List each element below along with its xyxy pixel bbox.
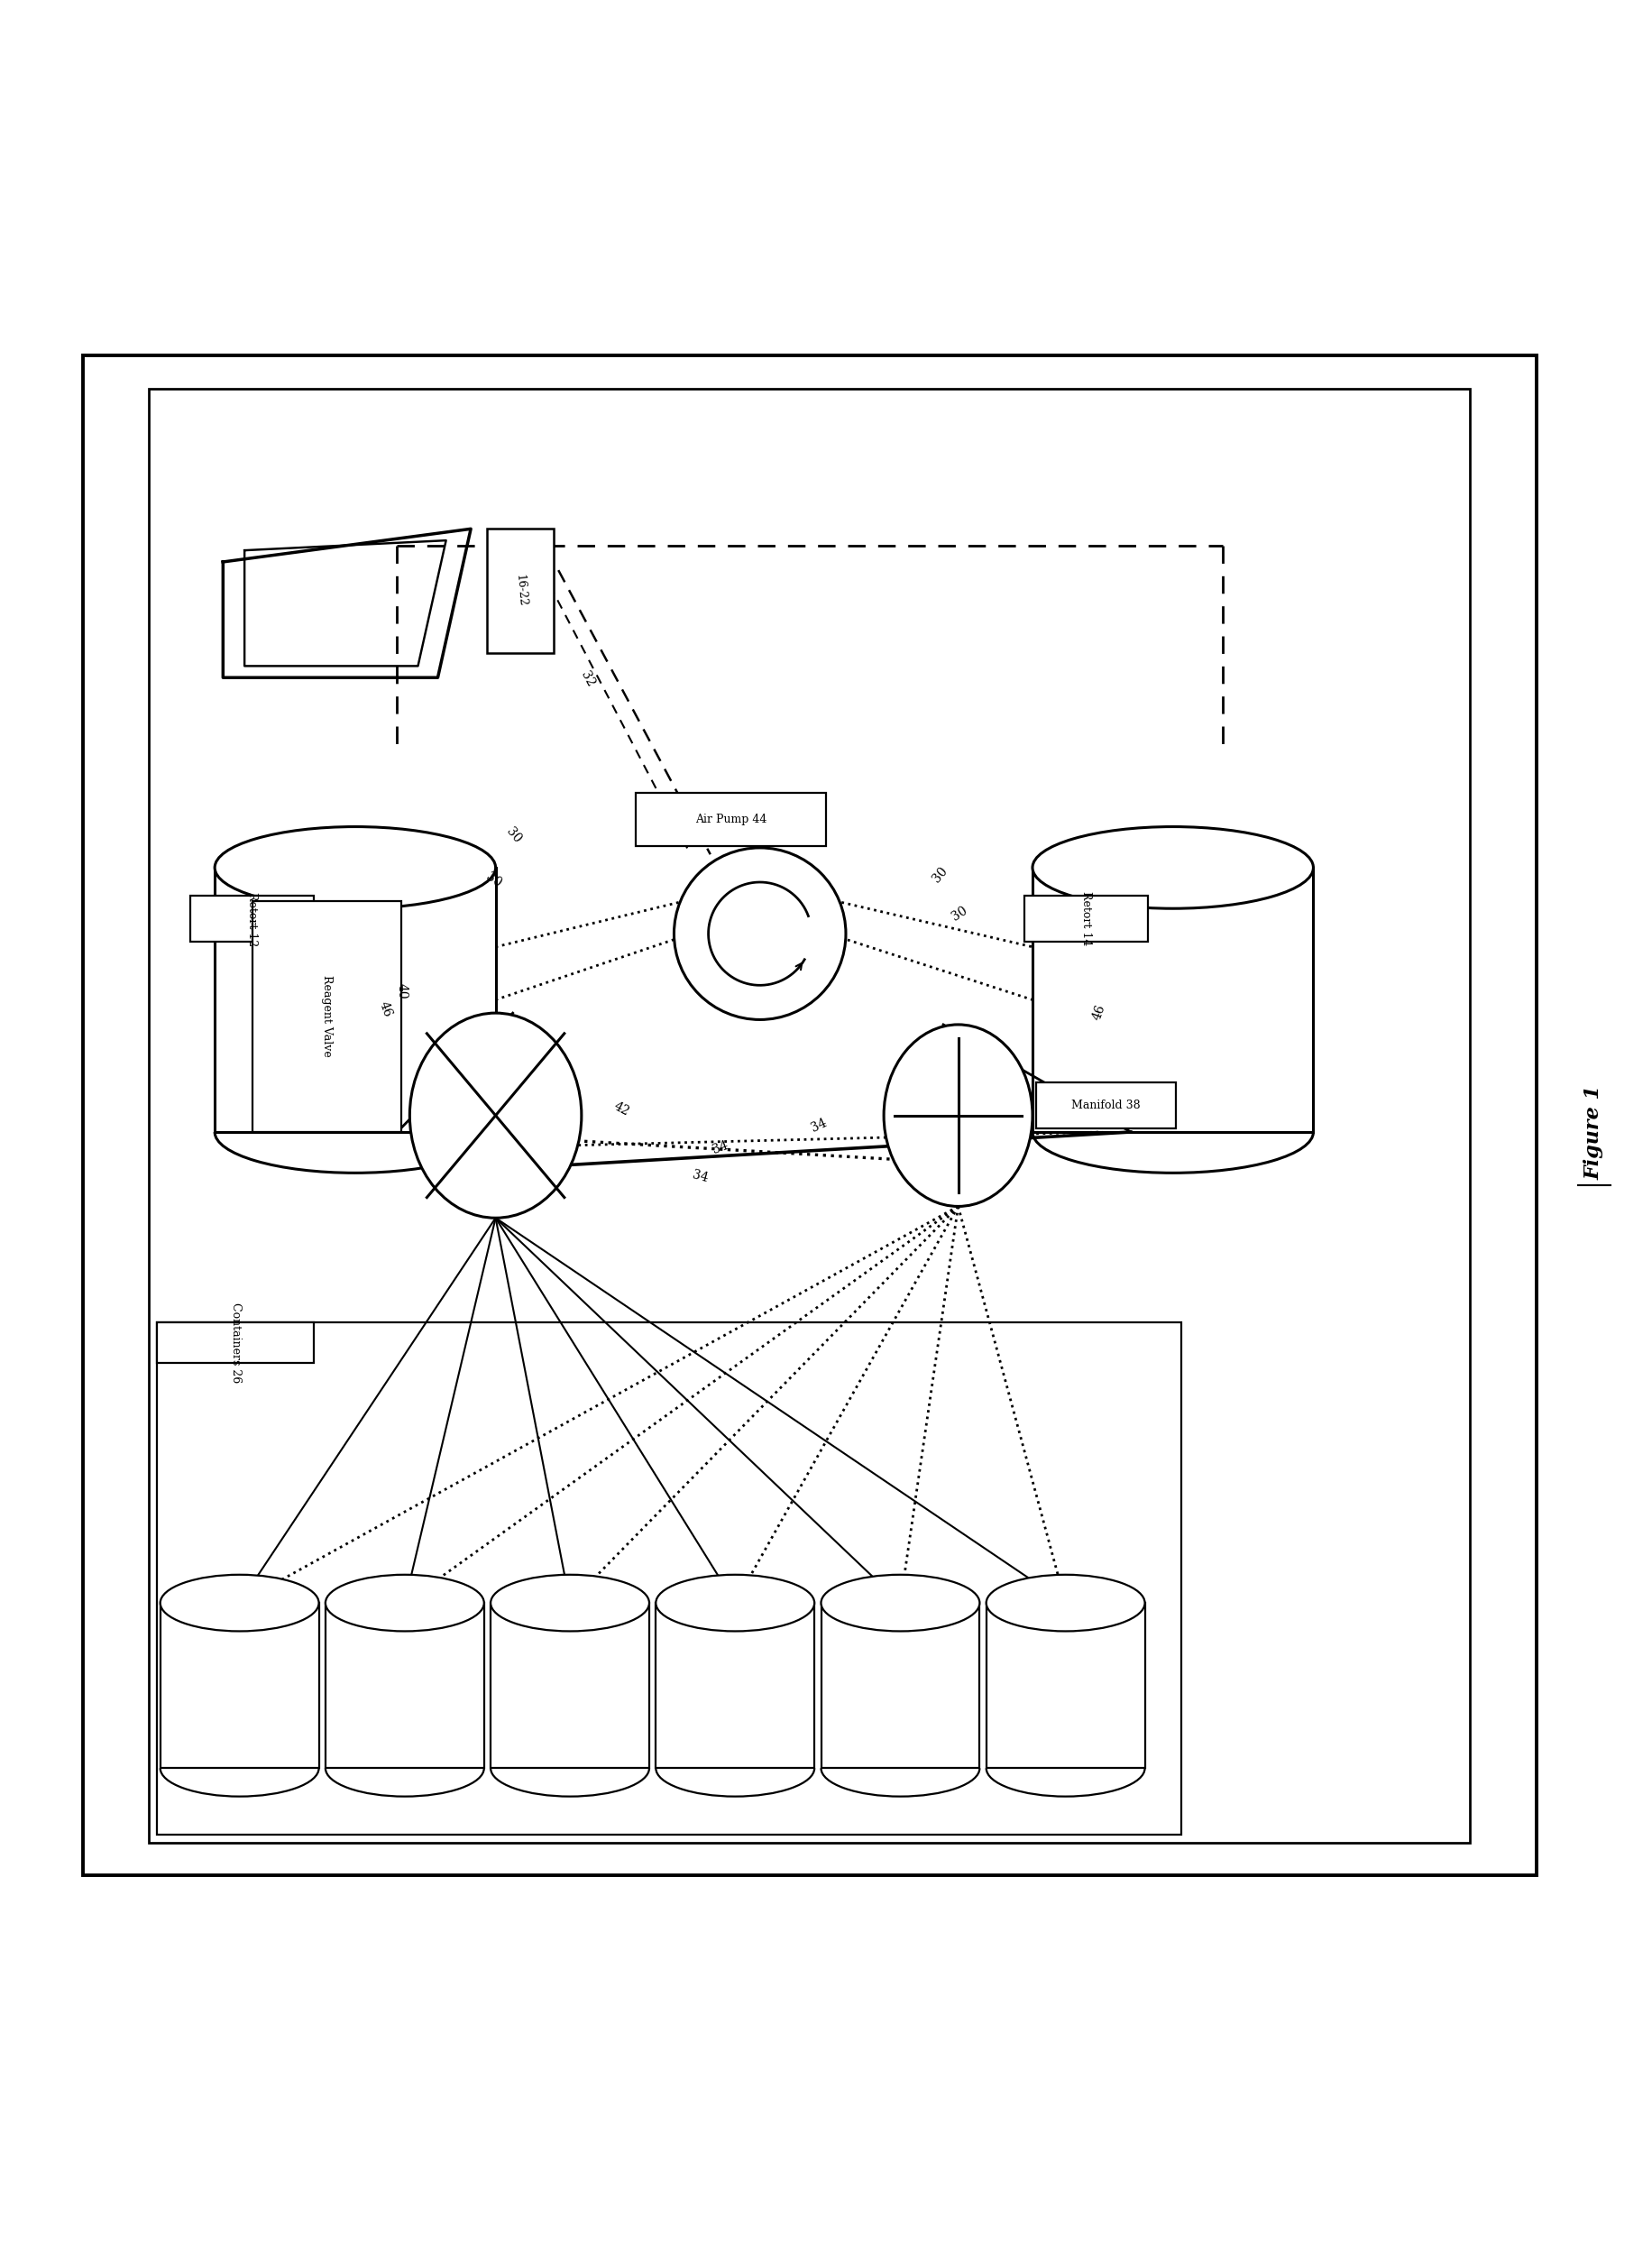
Text: 46: 46 <box>377 1001 393 1019</box>
Bar <box>83 355 1536 1875</box>
Ellipse shape <box>821 1576 980 1630</box>
Bar <box>656 1603 814 1768</box>
Bar <box>253 901 401 1132</box>
Circle shape <box>674 847 846 1019</box>
Ellipse shape <box>884 1026 1032 1207</box>
Text: 30: 30 <box>930 865 950 885</box>
Bar <box>160 1603 319 1768</box>
Ellipse shape <box>160 1576 319 1630</box>
Text: 30: 30 <box>950 903 970 924</box>
Bar <box>1036 1082 1176 1130</box>
Text: Retort 14: Retort 14 <box>1080 892 1092 946</box>
Text: Retort 12: Retort 12 <box>246 892 258 946</box>
Ellipse shape <box>325 1576 484 1630</box>
Text: Containers 26: Containers 26 <box>230 1302 241 1383</box>
Text: 34: 34 <box>691 1168 709 1184</box>
Text: 34: 34 <box>809 1116 829 1134</box>
Ellipse shape <box>1032 826 1313 908</box>
Text: 46: 46 <box>1090 1003 1107 1023</box>
Bar <box>821 1603 980 1768</box>
Bar <box>986 1603 1145 1768</box>
Text: 30: 30 <box>484 872 504 890</box>
Text: 34: 34 <box>710 1139 730 1157</box>
Bar <box>325 1603 484 1768</box>
Bar <box>215 867 496 1132</box>
Ellipse shape <box>986 1576 1145 1630</box>
Text: 42: 42 <box>611 1100 631 1118</box>
Bar <box>636 792 826 847</box>
Bar <box>190 897 314 942</box>
Ellipse shape <box>215 826 496 908</box>
Ellipse shape <box>656 1576 814 1630</box>
Bar <box>157 1322 1181 1834</box>
Bar <box>149 389 1470 1843</box>
Ellipse shape <box>491 1576 649 1630</box>
Text: Air Pump 44: Air Pump 44 <box>695 813 767 826</box>
Bar <box>157 1322 314 1363</box>
Ellipse shape <box>410 1012 582 1218</box>
Text: 30: 30 <box>504 826 524 844</box>
Text: 32: 32 <box>578 668 596 688</box>
Text: Figure 1: Figure 1 <box>1584 1084 1604 1180</box>
Bar <box>1024 897 1148 942</box>
Bar <box>487 530 553 652</box>
Bar <box>491 1603 649 1768</box>
Bar <box>1032 867 1313 1132</box>
Text: Manifold 38: Manifold 38 <box>1072 1100 1140 1112</box>
Text: 40: 40 <box>395 983 408 998</box>
Text: 16-22: 16-22 <box>514 575 527 607</box>
Text: Reagent Valve: Reagent Valve <box>320 976 334 1057</box>
